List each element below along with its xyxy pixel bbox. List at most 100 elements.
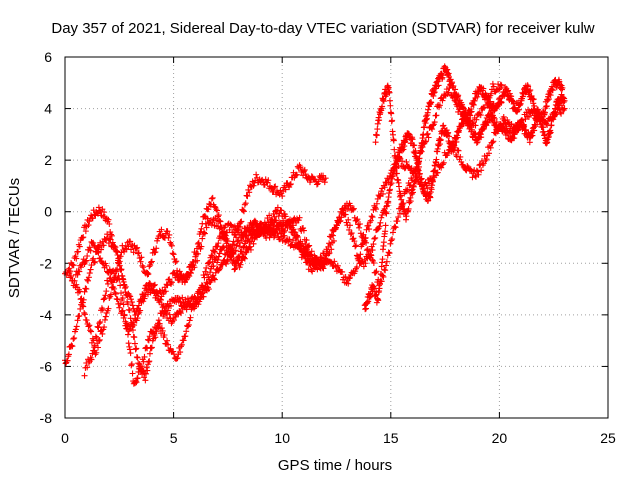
data-point-marker	[95, 337, 102, 344]
data-point-marker	[209, 253, 216, 260]
data-point-marker	[490, 138, 497, 145]
y-tick-label: -8	[40, 410, 53, 426]
data-point-marker	[142, 377, 149, 384]
data-point-marker	[250, 223, 257, 230]
data-point-marker	[500, 113, 507, 120]
data-point-marker	[379, 190, 386, 197]
data-point-marker	[93, 349, 100, 356]
data-point-marker	[453, 153, 460, 160]
data-point-marker	[307, 251, 314, 258]
data-point-marker	[379, 211, 386, 218]
data-point-marker	[178, 341, 185, 348]
data-point-marker	[126, 346, 133, 353]
data-point-marker	[151, 282, 158, 289]
data-point-marker	[76, 243, 83, 250]
data-point-marker	[266, 212, 273, 219]
data-point-marker	[445, 89, 452, 96]
data-point-marker	[116, 258, 123, 265]
data-point-marker	[124, 331, 131, 338]
data-point-marker	[101, 295, 108, 302]
data-point-marker	[422, 138, 429, 145]
data-point-marker	[389, 236, 396, 243]
data-point-marker	[87, 266, 94, 273]
data-point-marker	[68, 273, 75, 280]
data-point-marker	[189, 294, 196, 301]
data-point-marker	[127, 238, 134, 245]
data-point-marker	[435, 82, 442, 89]
data-point-marker	[179, 306, 186, 313]
data-point-marker	[391, 223, 398, 230]
data-point-marker	[114, 266, 121, 273]
data-point-marker	[144, 367, 151, 374]
data-point-marker	[353, 217, 360, 224]
data-point-marker	[403, 158, 410, 165]
data-point-marker	[287, 181, 294, 188]
data-point-marker	[389, 229, 396, 236]
data-point-marker	[472, 122, 479, 129]
data-point-marker	[387, 240, 394, 247]
data-point-marker	[210, 263, 217, 270]
data-point-marker	[164, 282, 171, 289]
data-point-marker	[203, 264, 210, 271]
data-point-marker	[86, 270, 93, 277]
data-point-marker	[315, 178, 322, 185]
data-point-marker	[525, 83, 532, 90]
data-point-marker	[362, 260, 369, 267]
data-point-marker	[474, 168, 481, 175]
data-point-marker	[293, 233, 300, 240]
data-point-marker	[89, 215, 96, 222]
data-point-marker	[117, 253, 124, 260]
data-point-marker	[407, 181, 414, 188]
data-point-marker	[498, 99, 505, 106]
data-point-marker	[133, 379, 140, 386]
data-point-marker	[427, 194, 434, 201]
data-point-marker	[135, 249, 142, 256]
data-point-marker	[138, 254, 145, 261]
data-point-marker	[416, 155, 423, 162]
data-point-marker	[487, 98, 494, 105]
data-point-marker	[422, 120, 429, 127]
data-point-marker	[413, 172, 420, 179]
data-point-marker	[328, 231, 335, 238]
data-point-marker	[128, 241, 135, 248]
data-point-marker	[96, 207, 103, 214]
data-point-marker	[506, 128, 513, 135]
data-point-marker	[561, 97, 568, 104]
data-point-marker	[363, 239, 370, 246]
plot-frame	[64, 56, 609, 419]
data-point-marker	[70, 335, 77, 342]
data-point-marker	[82, 258, 89, 265]
data-point-marker	[105, 240, 112, 247]
data-point-marker	[177, 310, 184, 317]
data-point-marker	[71, 335, 78, 342]
data-point-marker	[73, 323, 80, 330]
data-point-marker	[94, 248, 101, 255]
data-point-marker	[111, 289, 118, 296]
data-point-marker	[120, 301, 127, 308]
data-point-marker	[85, 274, 92, 281]
data-point-marker	[241, 255, 248, 262]
data-point-marker	[105, 280, 112, 287]
data-point-marker	[251, 217, 258, 224]
data-point-marker	[350, 205, 357, 212]
data-point-marker	[514, 127, 521, 134]
data-point-marker	[210, 275, 217, 282]
data-point-marker	[505, 87, 512, 94]
data-point-marker	[367, 217, 374, 224]
data-point-marker	[193, 298, 200, 305]
data-point-marker	[297, 164, 304, 171]
data-point-marker	[102, 292, 109, 299]
data-point-marker	[381, 266, 388, 273]
data-point-marker	[396, 210, 403, 217]
data-point-marker	[129, 370, 136, 377]
x-axis-label: GPS time / hours	[278, 457, 392, 474]
data-point-marker	[214, 259, 221, 266]
data-point-marker	[168, 242, 175, 249]
data-point-marker	[247, 228, 254, 235]
data-point-marker	[65, 351, 72, 358]
data-point-marker	[102, 313, 109, 320]
data-point-marker	[375, 297, 382, 304]
data-point-marker	[389, 117, 396, 124]
data-point-marker	[374, 126, 381, 133]
data-point-marker	[88, 328, 95, 335]
